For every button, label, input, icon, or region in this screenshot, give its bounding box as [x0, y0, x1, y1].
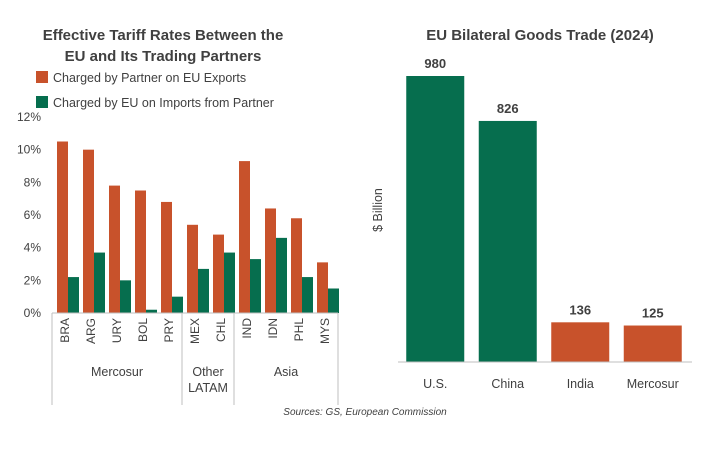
bar-trade-china — [478, 120, 537, 362]
right-y-axis-label: $ Billion — [371, 188, 385, 232]
x-tick-label: IND — [240, 318, 254, 339]
bar-partner-bra — [57, 141, 68, 313]
group-label: Mercosur — [91, 365, 143, 379]
bar-trade-mercosur — [623, 325, 682, 362]
x-tick-label: PHL — [292, 318, 306, 342]
bar-partner-mex — [187, 224, 198, 313]
left-chart-title-line1: Effective Tariff Rates Between the — [43, 27, 284, 44]
bar-partner-mys — [317, 262, 328, 313]
source-note: Sources: GS, European Commission — [283, 407, 447, 418]
legend-label-partner: Charged by Partner on EU Exports — [53, 71, 246, 85]
bar-eu-bol — [146, 309, 157, 313]
y-tick-label: 4% — [24, 241, 42, 255]
x-tick-label: MYS — [318, 318, 332, 344]
group-label: Other — [192, 365, 223, 379]
y-tick-label: 6% — [24, 208, 42, 222]
y-tick-label: 8% — [24, 175, 42, 189]
legend-swatch-eu — [36, 96, 48, 108]
x-tick-label: Mercosur — [627, 377, 679, 391]
right-bars: 980 U.S. 826 China 136 India 125 Mercosur — [398, 56, 692, 391]
left-bars — [57, 141, 339, 313]
x-tick-label: ARG — [84, 318, 98, 344]
x-tick-label: IDN — [266, 318, 280, 339]
x-tick-label: BRA — [58, 318, 72, 343]
bar-partner-pry — [161, 201, 172, 313]
bar-eu-arg — [94, 252, 105, 313]
bar-partner-bol — [135, 190, 146, 313]
legend-label-eu: Charged by EU on Imports from Partner — [53, 96, 274, 110]
x-tick-label: India — [567, 377, 594, 391]
x-tick-label: BOL — [136, 318, 150, 342]
group-label: LATAM — [188, 381, 228, 395]
data-label: 980 — [424, 56, 446, 71]
bar-partner-phl — [291, 218, 302, 313]
bar-partner-idn — [265, 208, 276, 313]
bar-trade-india — [551, 322, 610, 362]
x-tick-label: CHL — [214, 318, 228, 342]
bar-eu-ind — [250, 259, 261, 313]
bar-partner-ind — [239, 161, 250, 313]
bar-eu-idn — [276, 237, 287, 313]
left-chart-title-line2: EU and Its Trading Partners — [65, 48, 262, 65]
bar-eu-chl — [224, 252, 235, 313]
y-tick-label: 12% — [17, 110, 41, 124]
legend-swatch-partner — [36, 71, 48, 83]
y-tick-label: 0% — [24, 306, 42, 320]
bar-partner-ury — [109, 185, 120, 313]
data-label: 125 — [642, 306, 664, 321]
left-x-axis: BRA ARG URY BOL PRY MEX CHL IND IDN PHL MYS Mercosu… — [51, 312, 339, 405]
x-tick-label: URY — [110, 318, 124, 343]
x-tick-label: MEX — [188, 318, 202, 344]
data-label: 826 — [497, 101, 519, 116]
right-chart-title: EU Bilateral Goods Trade (2024) — [426, 27, 654, 44]
group-label: Asia — [274, 365, 298, 379]
x-tick-label: U.S. — [423, 377, 447, 391]
bar-eu-mys — [328, 288, 339, 313]
left-y-axis: 0% 2% 4% 6% 8% 10% 12% — [17, 110, 41, 320]
bar-eu-bra — [68, 277, 79, 313]
bar-trade-us — [406, 76, 465, 362]
bar-eu-phl — [302, 277, 313, 313]
bar-partner-chl — [213, 234, 224, 313]
y-tick-label: 2% — [24, 273, 42, 287]
bar-eu-mex — [198, 268, 209, 313]
bar-eu-ury — [120, 280, 131, 313]
data-label: 136 — [569, 302, 591, 317]
x-tick-label: China — [491, 377, 524, 391]
x-tick-label: PRY — [162, 318, 176, 342]
bar-eu-pry — [172, 296, 183, 313]
bar-partner-arg — [83, 149, 94, 313]
y-tick-label: 10% — [17, 143, 41, 157]
